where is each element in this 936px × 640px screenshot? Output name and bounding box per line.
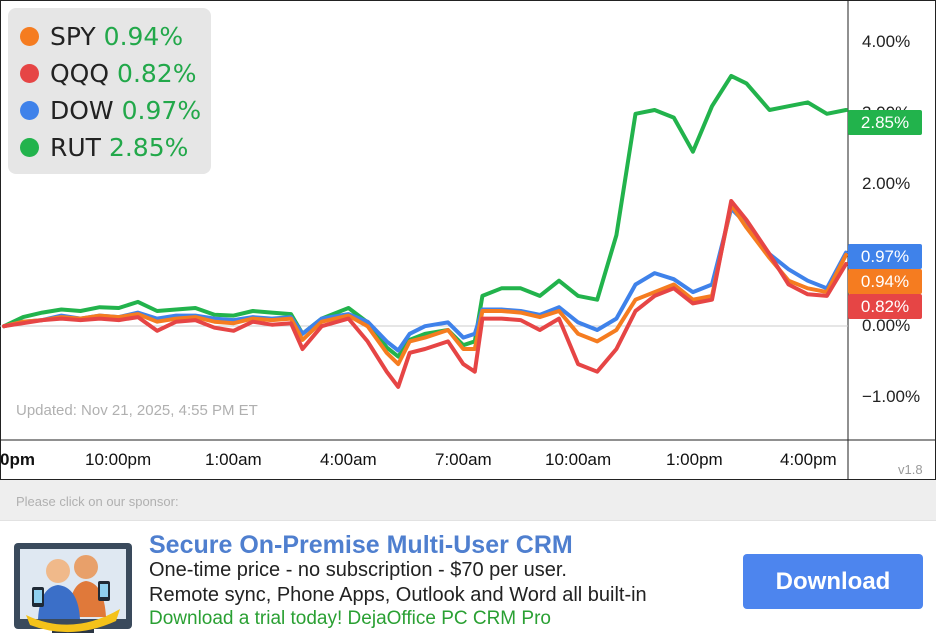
y-tick-label: 4.00%	[862, 32, 911, 51]
x-tick-label: 0pm	[0, 450, 35, 469]
chart-svg	[0, 0, 936, 480]
x-tick-label: 1:00am	[205, 450, 262, 469]
ad-line-price: One-time price - no subscription - $70 p…	[149, 559, 567, 581]
download-button[interactable]: Download	[743, 554, 923, 609]
y-tick-label: 2.00%	[862, 174, 911, 193]
legend-name: SPY	[50, 22, 96, 51]
series-line-spy	[2, 202, 848, 367]
legend-name: QQQ	[50, 59, 110, 88]
legend: SPY 0.94% QQQ 0.82% DOW 0.97% RUT 2.85%	[8, 8, 211, 174]
legend-value: 0.97%	[121, 96, 202, 125]
x-tick-label: 4:00pm	[780, 450, 837, 469]
last-value-badge-qqq: 0.82%	[848, 294, 922, 319]
x-tick-label: 1:00pm	[666, 450, 723, 469]
series-line-rut	[2, 73, 848, 359]
x-tick-label: 10:00pm	[85, 450, 152, 469]
legend-dot-rut	[20, 138, 39, 157]
y-tick-label: 0.00%	[862, 316, 911, 335]
last-value-badge-spy: 0.94%	[848, 269, 922, 294]
legend-dot-dow	[20, 101, 39, 120]
legend-dot-spy	[20, 27, 39, 46]
ad-cta-link[interactable]: Download a trial today! DejaOffice PC CR…	[149, 608, 551, 629]
x-tick-label: 4:00am	[320, 450, 377, 469]
legend-value: 0.94%	[103, 22, 184, 51]
updated-timestamp: Updated: Nov 21, 2025, 4:55 PM ET	[16, 402, 258, 419]
ad-line-features: Remote sync, Phone Apps, Outlook and Wor…	[149, 584, 647, 606]
legend-item-rut: RUT 2.85%	[20, 129, 211, 166]
crm-users-phones-icon[interactable]	[12, 537, 134, 635]
legend-dot-qqq	[20, 64, 39, 83]
legend-item-spy: SPY 0.94%	[20, 18, 211, 55]
legend-value: 0.82%	[117, 59, 197, 88]
legend-name: RUT	[50, 133, 101, 162]
sponsor-label: Please click on our sponsor:	[16, 494, 179, 509]
chart-area: SPY 0.94% QQQ 0.82% DOW 0.97% RUT 2.85% …	[0, 0, 936, 480]
legend-value: 2.85%	[108, 133, 189, 162]
y-tick-label: −1.00%	[862, 387, 921, 406]
sponsor-section: Please click on our sponsor: Secure On-P…	[0, 480, 936, 640]
legend-name: DOW	[50, 96, 114, 125]
legend-item-qqq: QQQ 0.82%	[20, 55, 211, 92]
last-value-badge-dow: 0.97%	[848, 244, 922, 269]
series-group	[2, 73, 848, 389]
last-value-badge-rut: 2.85%	[848, 110, 922, 135]
ad-banner[interactable]: Secure On-Premise Multi-User CRM One-tim…	[0, 520, 936, 640]
legend-item-dow: DOW 0.97%	[20, 92, 211, 129]
version-label: v1.8	[898, 462, 923, 477]
series-line-qqq	[2, 199, 848, 389]
ad-title[interactable]: Secure On-Premise Multi-User CRM	[149, 531, 573, 559]
x-tick-label: 7:00am	[435, 450, 492, 469]
series-line-dow	[2, 206, 848, 353]
x-tick-label: 10:00am	[545, 450, 612, 469]
